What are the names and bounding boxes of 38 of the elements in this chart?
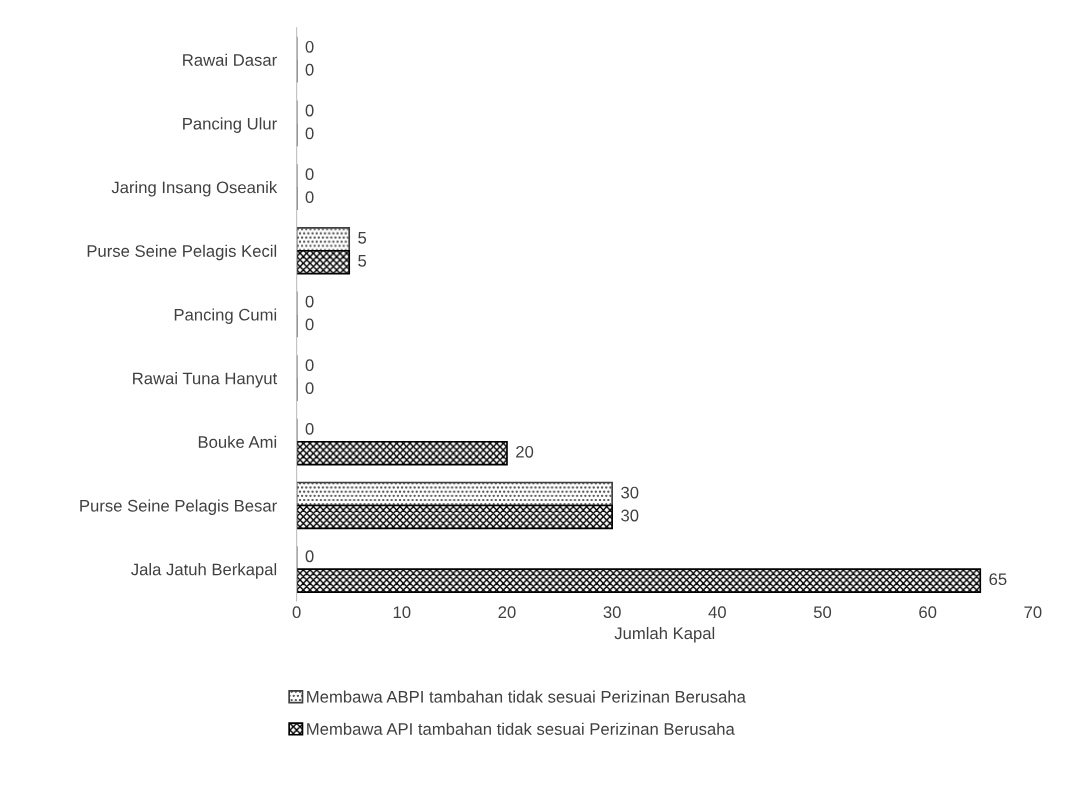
data-label: 30 [621, 486, 639, 499]
data-label: 0 [305, 40, 314, 53]
x-tick-label: 20 [498, 606, 516, 619]
x-tick-label: 50 [813, 606, 832, 619]
x-tick-label: 40 [708, 606, 726, 619]
data-label: 0 [305, 422, 314, 435]
data-label: 0 [305, 191, 314, 203]
legend-label: Membawa ABPI tambahan tidak sesuai Perizinan Berusaha [307, 690, 746, 703]
y-tick-label: Purse Seine Pelagis Besar [80, 499, 277, 515]
x-axis-title: Jumlah Kapal [614, 626, 715, 643]
y-tick-label: Rawai Dasar [183, 53, 277, 66]
data-label: 30 [621, 509, 639, 522]
y-tick-label: Jaring Insang Oseanik [111, 181, 278, 197]
data-label: 20 [516, 445, 534, 458]
y-tick-label: Pancing Cumi [174, 308, 277, 324]
x-tick-label: 60 [919, 606, 937, 619]
x-tick-label: 30 [603, 606, 621, 619]
data-label: 0 [305, 550, 314, 563]
y-tick-label: Pancing Ulur [183, 117, 277, 133]
legend-label: Membawa API tambahan tidak sesuai Perizinan Berusaha [307, 722, 735, 735]
data-label: 5 [358, 232, 367, 244]
data-label: 0 [305, 359, 314, 372]
data-label: 5 [358, 255, 367, 267]
x-tick-label: 10 [393, 606, 411, 619]
data-label: 0 [305, 168, 314, 181]
y-tick-label: Purse Seine Pelagis Kecil [87, 244, 277, 261]
data-label: 0 [305, 104, 314, 117]
y-tick-label: Jala Jatuh Berkapal [131, 563, 277, 579]
data-label: 0 [305, 318, 314, 331]
x-tick-label: 70 [1024, 606, 1042, 619]
data-label: 65 [989, 573, 1007, 586]
data-label: 0 [305, 127, 314, 140]
x-tick-label: 0 [292, 606, 301, 619]
data-label: 0 [305, 63, 314, 76]
y-tick-label: Rawai Tuna Hanyut [133, 372, 278, 388]
data-label: 0 [305, 295, 314, 308]
data-label: 0 [305, 382, 314, 395]
y-tick-label: Bouke Ami [198, 435, 277, 448]
